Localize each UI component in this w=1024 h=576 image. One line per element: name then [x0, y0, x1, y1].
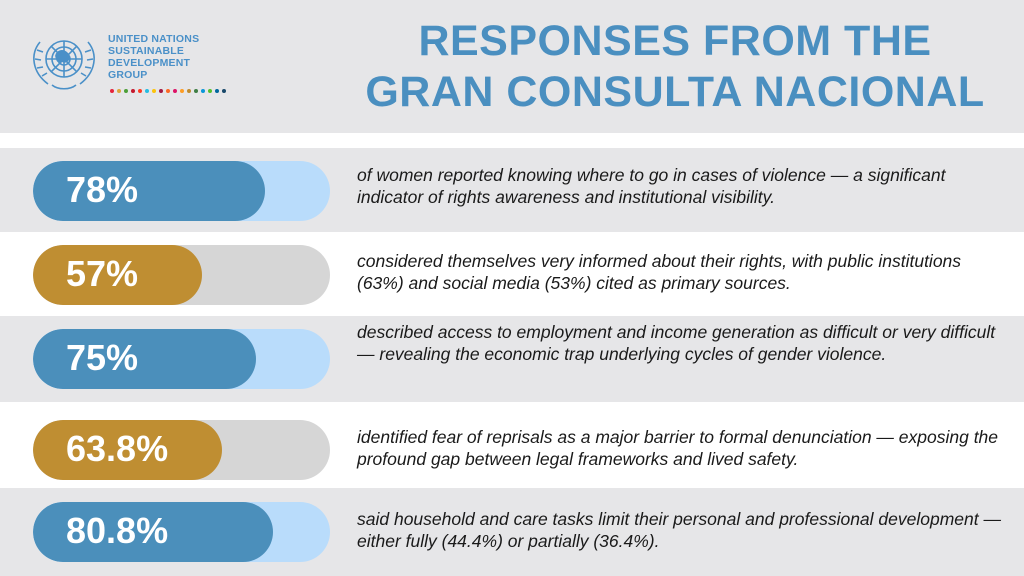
- stat-row: 78% of women reported knowing where to go…: [0, 148, 1024, 232]
- stat-description: identified fear of reprisals as a major …: [357, 427, 999, 469]
- sdg-dot: [117, 89, 121, 93]
- stat-row: 75% described access to employment and in…: [0, 316, 1024, 402]
- page-title: RESPONSES FROM THE GRAN CONSULTA NACIONA…: [320, 16, 1024, 118]
- title-line-2: GRAN CONSULTA NACIONAL: [365, 68, 985, 116]
- title-line-1: RESPONSES FROM THE: [418, 17, 932, 65]
- sdg-dot: [152, 89, 156, 93]
- sdg-dot: [124, 89, 128, 93]
- sdg-dot: [145, 89, 149, 93]
- sdg-dot: [166, 89, 170, 93]
- percent-label: 80.8%: [66, 510, 169, 551]
- sdg-dot: [201, 89, 205, 93]
- header-band: UNITED NATIONS SUSTAINABLE DEVELOPMENT G…: [0, 0, 1024, 133]
- sdg-color-dots: [110, 89, 226, 93]
- stat-row: 80.8% said household and care tasks limit…: [0, 488, 1024, 576]
- stat-row: 57% considered themselves very informed a…: [0, 232, 1024, 316]
- sdg-dot: [208, 89, 212, 93]
- un-emblem-icon: [33, 40, 95, 90]
- sdg-dot: [138, 89, 142, 93]
- sdg-dot: [222, 89, 226, 93]
- logo-line: SUSTAINABLE: [108, 45, 185, 57]
- logo-line: DEVELOPMENT: [108, 57, 191, 69]
- stat-description: considered themselves very informed abou…: [357, 251, 962, 293]
- sdg-dot: [187, 89, 191, 93]
- bar-fill: [33, 420, 222, 480]
- stat-description: of women reported knowing where to go in…: [357, 165, 946, 207]
- bar-track: [33, 502, 330, 562]
- stat-description: said household and care tasks limit thei…: [357, 509, 1001, 551]
- bar-track: [33, 245, 330, 305]
- stat-row: 63.8% identified fear of reprisals as a m…: [0, 402, 1024, 488]
- percent-label: 63.8%: [66, 428, 169, 469]
- bar-fill: [33, 329, 256, 389]
- percent-label: 57%: [66, 253, 139, 294]
- sdg-dot: [180, 89, 184, 93]
- percent-label: 75%: [66, 337, 139, 378]
- un-sdg-logo: UNITED NATIONS SUSTAINABLE DEVELOPMENT G…: [26, 28, 246, 108]
- sdg-dot: [159, 89, 163, 93]
- stat-description: described access to employment and incom…: [357, 322, 996, 364]
- logo-text: UNITED NATIONS SUSTAINABLE DEVELOPMENT G…: [108, 33, 199, 81]
- percent-label: 78%: [66, 169, 139, 210]
- bar-track: [33, 161, 330, 221]
- sdg-dot: [194, 89, 198, 93]
- bar-fill: [33, 245, 202, 305]
- bar-track: [33, 329, 330, 389]
- logo-line: UNITED NATIONS: [108, 33, 200, 45]
- sdg-dot: [173, 89, 177, 93]
- sdg-dot: [131, 89, 135, 93]
- bar-fill: [33, 161, 265, 221]
- bar-track: [33, 420, 330, 480]
- sdg-dot: [110, 89, 114, 93]
- sdg-dot: [215, 89, 219, 93]
- logo-line: GROUP: [108, 69, 148, 81]
- bar-fill: [33, 502, 273, 562]
